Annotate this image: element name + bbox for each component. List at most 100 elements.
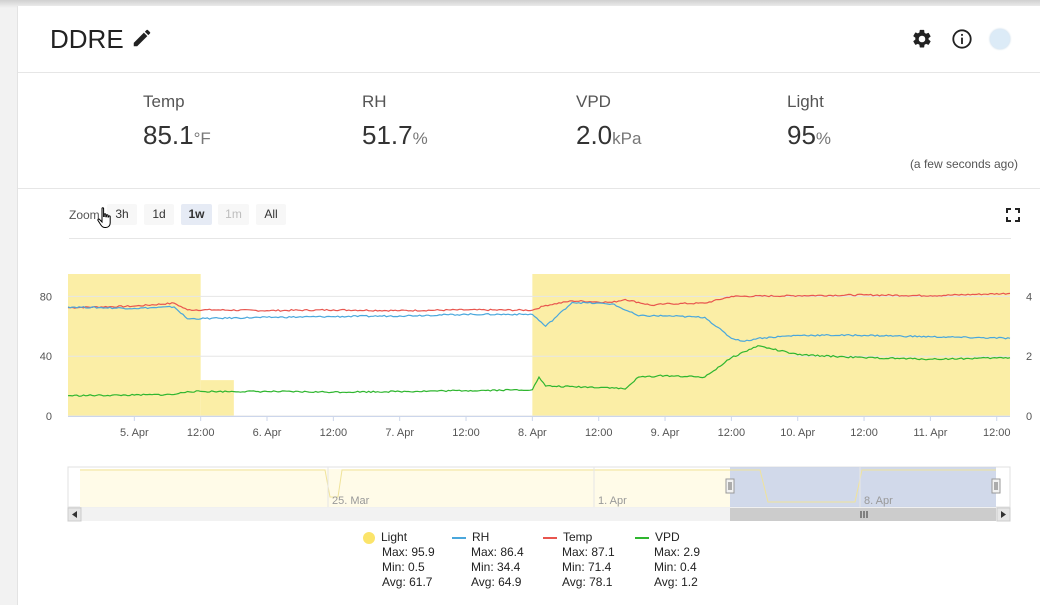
x-tick-label: 12:00	[983, 427, 1011, 439]
navigator-series	[80, 469, 996, 503]
fullscreen-icon[interactable]	[1006, 208, 1020, 222]
pencil-icon[interactable]	[131, 27, 153, 49]
legend-item-vpd[interactable]: VPD Max: 2.9 Min: 0.4 Avg: 1.2	[635, 530, 700, 590]
metric-number: 95	[787, 120, 816, 150]
y-right-tick-label: 2	[1026, 351, 1032, 363]
card-header: DDRE	[18, 6, 1040, 73]
series-line-temp	[68, 292, 1011, 312]
navigator-light-area	[80, 469, 730, 507]
scroll-right-arrow-icon	[1001, 511, 1006, 518]
top-shadow	[0, 0, 1040, 8]
light-band	[68, 274, 201, 416]
x-tick-label: 12:00	[718, 427, 746, 439]
navigator-selected-range	[730, 467, 996, 507]
scroll-left-arrow-icon	[72, 511, 77, 518]
x-tick-label: 12:00	[585, 427, 613, 439]
legend-max: Max: 2.9	[654, 545, 701, 559]
metric-value: 51.7%	[362, 120, 428, 151]
metric-number: 2.0	[576, 120, 613, 150]
y-left-tick-label: 80	[40, 291, 52, 303]
legend-min: Min: 0.4	[654, 560, 697, 574]
zoom-1w-button[interactable]: 1w	[181, 204, 212, 225]
metric-unit: %	[412, 129, 428, 148]
metric-vpd: VPD 2.0kPa	[576, 92, 641, 151]
status-indicator	[990, 29, 1010, 49]
y-left-tick-label: 40	[40, 351, 52, 363]
legend-name: VPD	[635, 530, 700, 545]
legend-stats: Max: 95.9 Min: 0.5 Avg: 61.7	[363, 545, 435, 590]
legend-avg: Avg: 1.2	[654, 575, 698, 589]
scrollbar-thumb[interactable]	[730, 508, 996, 521]
last-updated: (a few seconds ago)	[909, 157, 1018, 171]
navigator-handle[interactable]	[991, 478, 1001, 494]
x-tick-label: 12:00	[452, 427, 480, 439]
legend-max: Max: 95.9	[382, 545, 435, 559]
x-tick-label: 8. Apr	[518, 427, 547, 439]
metric-unit: °F	[193, 129, 211, 148]
metric-unit: kPa	[612, 129, 642, 148]
legend-max: Max: 87.1	[562, 545, 615, 559]
metric-label: VPD	[576, 92, 611, 111]
legend-max: Max: 86.4	[471, 545, 524, 559]
toolbar-divider	[69, 238, 1011, 239]
info-icon[interactable]	[951, 28, 973, 50]
legend-min: Min: 71.4	[562, 560, 612, 574]
x-tick-label: 11. Apr	[913, 427, 947, 439]
legend-line-icon	[543, 536, 557, 539]
gear-icon[interactable]	[911, 28, 933, 50]
metric-value: 2.0kPa	[576, 120, 641, 151]
legend-item-temp[interactable]: Temp Max: 87.1 Min: 71.4 Avg: 78.1	[543, 530, 615, 590]
legend-min: Min: 34.4	[471, 560, 521, 574]
legend-stats: Max: 2.9 Min: 0.4 Avg: 1.2	[635, 545, 700, 590]
legend-stats: Max: 86.4 Min: 34.4 Avg: 64.9	[452, 545, 524, 590]
zoom-1d-button[interactable]: 1d	[144, 204, 174, 225]
zoom-label: Zoom	[69, 208, 100, 222]
zoom-all-button[interactable]: All	[256, 204, 286, 225]
metric-unit: %	[815, 129, 832, 148]
x-tick-label: 12:00	[187, 427, 215, 439]
x-tick-label: 6. Apr	[253, 427, 282, 439]
navigator-handle[interactable]	[725, 478, 735, 494]
x-tick-label: 10. Apr	[780, 427, 815, 439]
hand-cursor-icon	[97, 207, 111, 228]
series-line-vpd	[67, 345, 1011, 397]
legend-name: Temp	[543, 530, 615, 545]
legend-min: Min: 0.5	[382, 560, 425, 574]
legend-label: Temp	[563, 530, 593, 544]
legend-line-icon	[452, 536, 466, 539]
legend-item-rh[interactable]: RH Max: 86.4 Min: 34.4 Avg: 64.9	[452, 530, 524, 590]
legend-item-light[interactable]: Light Max: 95.9 Min: 0.5 Avg: 61.7	[363, 530, 435, 590]
zoom-3h-button[interactable]: 3h	[107, 204, 137, 225]
metric-value: 95%	[787, 120, 831, 151]
legend-avg: Avg: 78.1	[562, 575, 613, 589]
legend-label: RH	[472, 530, 490, 544]
y-right-tick-label: 0	[1026, 411, 1032, 423]
legend-label: VPD	[655, 530, 680, 544]
metric-temp: Temp 85.1°F	[143, 92, 211, 151]
x-tick-label: 9. Apr	[651, 427, 680, 439]
metric-number: 51.7	[362, 120, 413, 150]
metric-rh: RH 51.7%	[362, 92, 428, 151]
legend-line-icon	[635, 536, 649, 539]
legend-avg: Avg: 64.9	[471, 575, 522, 589]
legend-name: RH	[452, 530, 524, 545]
metric-label: RH	[362, 92, 387, 111]
x-tick-label: 7. Apr	[385, 427, 414, 439]
legend-label: Light	[381, 530, 408, 544]
x-tick-label: 12:00	[850, 427, 878, 439]
x-tick-label: 5. Apr	[120, 427, 149, 439]
zoom-1m-button[interactable]: 1m	[218, 204, 249, 225]
device-title: DDRE	[50, 24, 124, 54]
series-line-rh	[67, 301, 1011, 342]
navigator-date-label: 8. Apr	[864, 495, 893, 507]
legend-avg: Avg: 61.7	[382, 575, 433, 589]
metric-value: 85.1°F	[143, 120, 211, 151]
y-left-tick-label: 0	[46, 411, 52, 423]
section-divider	[18, 188, 1040, 189]
metric-light: Light 95%	[787, 92, 831, 151]
legend-dot-icon	[363, 531, 375, 544]
navigator-date-label: 25. Mar	[332, 495, 370, 507]
navigator-date-label: 1. Apr	[598, 495, 627, 507]
y-right-tick-label: 4	[1026, 291, 1032, 303]
